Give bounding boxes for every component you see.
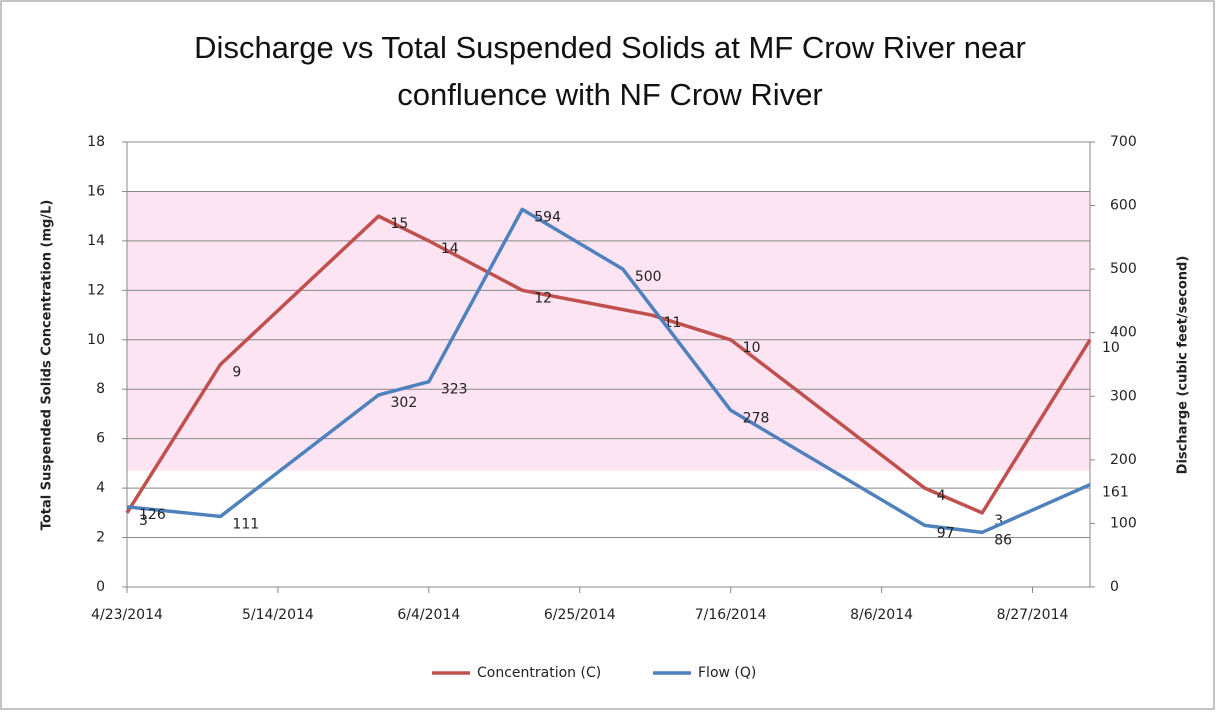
data-label: 10 [743,340,761,356]
y-tick-label: 10 [87,332,105,348]
y-tick-label: 0 [96,579,105,595]
data-label: 86 [994,532,1012,548]
x-tick-label: 8/27/2014 [997,607,1069,623]
data-label: 161 [1102,485,1129,501]
series-line [125,214,1092,515]
x-tick-label: 4/23/2014 [91,607,163,623]
y2-axis-title: Discharge (cubic feet/second) [1176,256,1191,475]
y-tick-label: 14 [87,233,105,249]
data-label: 15 [391,216,409,232]
data-label: 500 [635,269,662,285]
x-tick-label: 7/16/2014 [695,607,767,623]
y-tick-label: 4 [96,480,105,496]
shaded-band [127,191,1090,471]
legend-label: Concentration (C) [477,665,601,681]
data-label: 3 [994,513,1003,529]
data-label: 10 [1102,340,1120,356]
data-label: 126 [139,507,166,523]
data-label: 4 [937,488,946,504]
y-axis-title: Total Suspended Solids Concentration (mg… [40,200,55,531]
y-tick-label: 16 [87,183,105,199]
data-label: 3 [139,513,148,529]
y2-tick-label: 500 [1110,261,1137,277]
y-tick-label: 6 [96,431,105,447]
data-label: 594 [534,209,561,225]
x-tick-label: 5/14/2014 [242,607,314,623]
y2-tick-label: 600 [1110,198,1137,214]
y-tick-label: 8 [96,381,105,397]
data-label: 302 [391,395,418,411]
y2-tick-label: 300 [1110,388,1137,404]
legend-label: Flow (Q) [698,665,756,681]
y-tick-label: 2 [96,530,105,546]
y2-tick-label: 200 [1110,452,1137,468]
x-tick-label: 6/4/2014 [397,607,460,623]
y2-tick-label: 0 [1110,579,1119,595]
x-tick-label: 8/6/2014 [850,607,913,623]
series-line [126,207,1091,535]
data-label: 14 [441,241,459,257]
y-tick-label: 18 [87,134,105,150]
x-tick-label: 6/25/2014 [544,607,616,623]
y2-tick-label: 400 [1110,325,1137,341]
chart-title: Discharge vs Total Suspended Solids at M… [194,30,1026,65]
data-label: 9 [232,365,241,381]
data-label: 278 [743,410,770,426]
y2-tick-label: 100 [1110,515,1137,531]
data-label: 12 [534,290,552,306]
chart-title: confluence with NF Crow River [397,77,823,112]
data-label: 323 [441,382,468,398]
data-label: 111 [232,516,259,532]
y-tick-label: 12 [87,282,105,298]
legend-item: Concentration (C) [432,665,601,681]
y2-tick-label: 700 [1110,134,1137,150]
legend-item: Flow (Q) [653,665,756,681]
data-label: 97 [937,525,955,541]
